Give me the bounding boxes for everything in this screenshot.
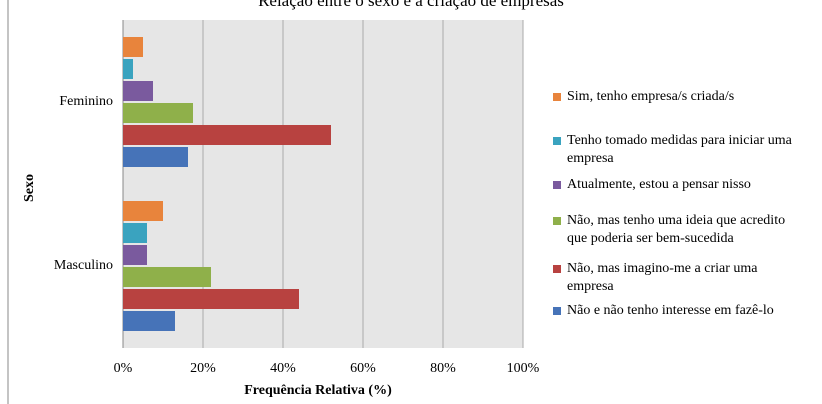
legend-swatch bbox=[553, 181, 561, 189]
bar bbox=[123, 59, 133, 79]
legend-entry: Sim, tenho empresa/s criada/s bbox=[553, 88, 822, 106]
legend-label: Não e não tenho interesse em fazê-lo bbox=[567, 303, 774, 318]
bar bbox=[123, 125, 331, 145]
y-tick-label: Feminino bbox=[59, 94, 113, 109]
bar bbox=[123, 267, 211, 287]
x-axis-label: Frequência Relativa (%) bbox=[244, 383, 392, 398]
x-tick-label: 80% bbox=[430, 361, 456, 376]
legend-entry: Não e não tenho interesse em fazê-lo bbox=[553, 302, 822, 320]
legend-entry: Não, mas tenho uma ideia que acredito qu… bbox=[553, 212, 822, 248]
bar bbox=[123, 289, 299, 309]
bar bbox=[123, 245, 147, 265]
legend-swatch bbox=[553, 93, 561, 101]
bar bbox=[123, 37, 143, 57]
legend-entry: Atualmente, estou a pensar nisso bbox=[553, 176, 822, 194]
y-axis-label: Sexo bbox=[22, 174, 37, 202]
chart-title: Relação entre o sexo e a criação de empr… bbox=[258, 0, 564, 10]
bar bbox=[123, 103, 193, 123]
x-tick-label: 40% bbox=[270, 361, 296, 376]
legend-swatch bbox=[553, 217, 561, 225]
legend-swatch bbox=[553, 265, 561, 273]
legend-label: Atualmente, estou a pensar nisso bbox=[567, 177, 751, 192]
x-tick-label: 0% bbox=[114, 361, 133, 376]
bar bbox=[123, 81, 153, 101]
bar bbox=[123, 223, 147, 243]
legend-label: Sim, tenho empresa/s criada/s bbox=[567, 89, 735, 104]
legend-label: Não, mas imagino-me a criar uma empresa bbox=[567, 261, 758, 294]
x-tick-label: 60% bbox=[350, 361, 376, 376]
bar bbox=[123, 201, 163, 221]
legend-entry: Tenho tomado medidas para iniciar uma em… bbox=[553, 132, 822, 168]
legend-swatch bbox=[553, 307, 561, 315]
legend-swatch bbox=[553, 137, 561, 145]
bar bbox=[123, 311, 175, 331]
x-tick-label: 20% bbox=[190, 361, 216, 376]
legend-entry: Não, mas imagino-me a criar uma empresa bbox=[553, 260, 822, 296]
bar bbox=[123, 147, 188, 167]
x-tick-label: 100% bbox=[507, 361, 540, 376]
legend-label: Tenho tomado medidas para iniciar uma em… bbox=[567, 133, 792, 166]
legend-label: Não, mas tenho uma ideia que acredito qu… bbox=[567, 213, 786, 246]
y-tick-label: Masculino bbox=[54, 258, 113, 273]
